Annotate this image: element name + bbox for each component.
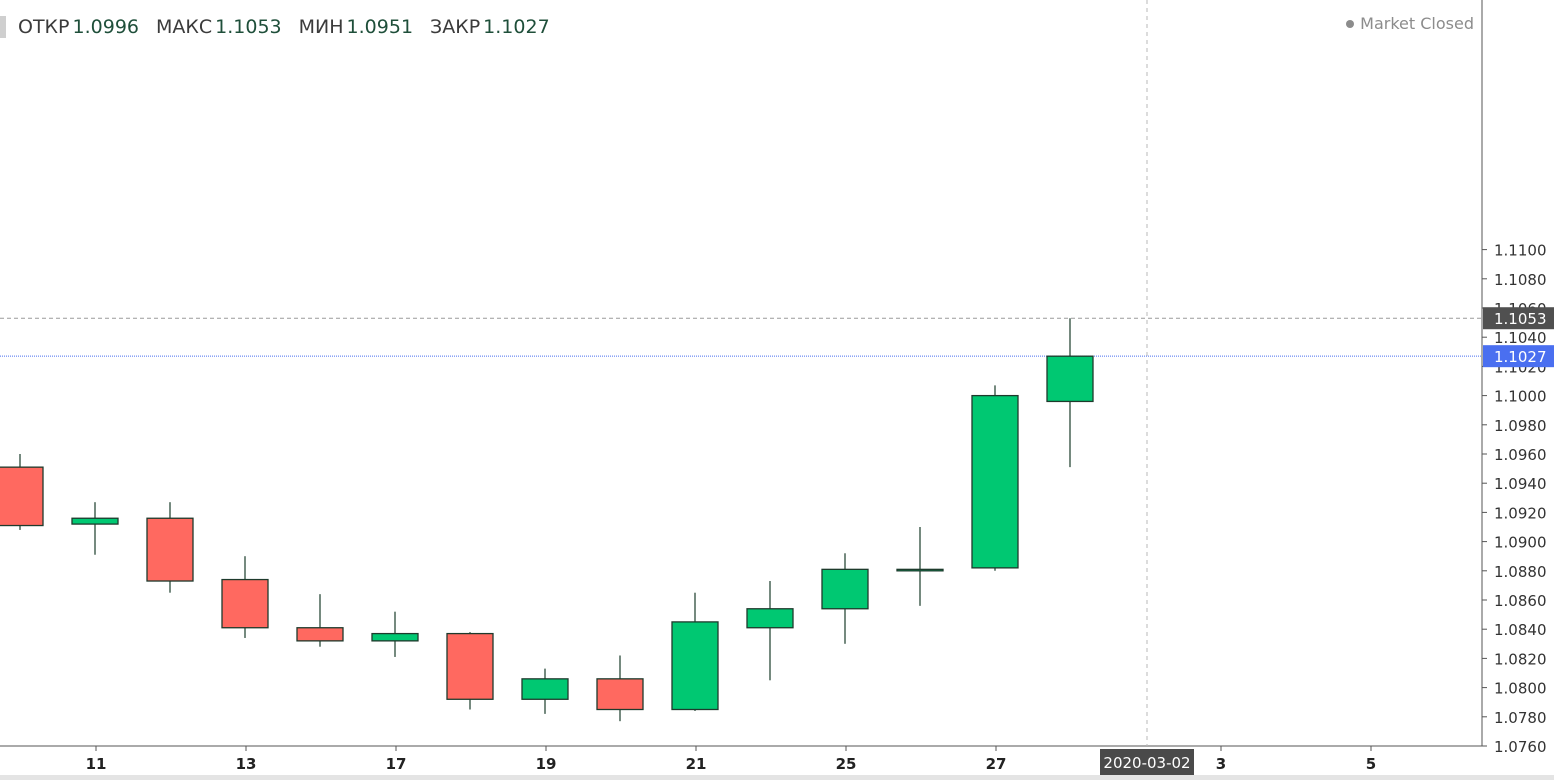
market-status: Market Closed [1346, 14, 1474, 33]
y-tick-label: 1.0760 [1494, 738, 1547, 756]
y-tick-label: 1.0780 [1494, 709, 1547, 727]
y-tick-label: 1.1040 [1494, 329, 1547, 347]
y-tick-label: 1.0960 [1494, 446, 1547, 464]
candle[interactable] [71, 502, 119, 555]
legend-close-label: ЗАКР [430, 16, 481, 38]
y-tick-label: 1.0800 [1494, 680, 1547, 698]
candle[interactable] [671, 592, 719, 711]
y-tick-label: 1.1100 [1494, 242, 1547, 260]
candle-body [896, 568, 944, 572]
candle[interactable] [1046, 318, 1094, 468]
candle-body [71, 517, 119, 525]
x-tick-label: 27 [986, 755, 1007, 773]
y-tick-label: 1.0940 [1494, 475, 1547, 493]
candle-body [521, 678, 569, 700]
candle-body [971, 394, 1019, 569]
bottom-scrollbar-strip[interactable] [0, 775, 1554, 780]
y-tick-label: 1.0840 [1494, 621, 1547, 639]
y-tick-label: 1.1000 [1494, 388, 1547, 406]
candle-body [671, 621, 719, 711]
ohlc-legend: ОТКР 1.0996 МАКС 1.1053 МИН 1.0951 ЗАКР … [0, 12, 567, 42]
legend-high-value: 1.1053 [215, 16, 282, 38]
high-price-marker [1483, 307, 1554, 330]
candle-body [221, 578, 269, 629]
candle[interactable] [971, 385, 1019, 571]
candle[interactable] [746, 581, 794, 681]
x-tick-label: 3 [1216, 755, 1226, 773]
candle-body [821, 568, 869, 610]
high-price-marker-label: 1.1053 [1494, 310, 1547, 328]
candle[interactable] [521, 668, 569, 714]
y-tick-label: 1.0980 [1494, 417, 1547, 435]
status-dot-icon [1346, 19, 1355, 28]
candle[interactable] [446, 632, 494, 710]
candle[interactable] [221, 556, 269, 638]
candle[interactable] [896, 527, 944, 606]
legend-close-value: 1.1027 [483, 16, 550, 38]
candle-body [296, 627, 344, 642]
legend-high-label: МАКС [156, 16, 213, 38]
y-tick-label: 1.0820 [1494, 650, 1547, 668]
candle-body [146, 517, 194, 582]
legend-open-value: 1.0996 [72, 16, 139, 38]
x-tick-label: 17 [386, 755, 407, 773]
candle[interactable] [821, 553, 869, 644]
current-price-marker-label: 1.1027 [1494, 348, 1547, 366]
candle[interactable] [146, 502, 194, 593]
candle-body [596, 678, 644, 711]
crosshair-date-label: 2020-03-02 [1103, 754, 1190, 772]
candle[interactable] [296, 594, 344, 647]
candle-body [1046, 355, 1094, 403]
x-tick-label: 13 [236, 755, 257, 773]
x-tick-label: 19 [536, 755, 557, 773]
y-tick-label: 1.1080 [1494, 271, 1547, 289]
x-tick-label: 21 [686, 755, 707, 773]
candle-body [371, 632, 419, 642]
x-tick-label: 25 [836, 755, 857, 773]
candle[interactable] [371, 611, 419, 657]
candle-body [446, 632, 494, 700]
legend-marker [0, 16, 6, 38]
current-price-marker [1483, 345, 1554, 368]
y-tick-label: 1.0920 [1494, 504, 1547, 522]
y-tick-label: 1.0900 [1494, 534, 1547, 552]
candle-body [746, 608, 794, 629]
x-tick-label: 5 [1366, 755, 1376, 773]
crosshair-date-marker [1100, 749, 1194, 775]
candle[interactable] [0, 454, 44, 530]
legend-open-label: ОТКР [18, 16, 70, 38]
legend-low-value: 1.0951 [346, 16, 414, 38]
candle-body [0, 466, 44, 527]
y-tick-label: 1.0860 [1494, 592, 1547, 610]
legend-low-label: МИН [298, 16, 344, 38]
x-tick-label: 11 [86, 755, 107, 773]
candle[interactable] [596, 655, 644, 722]
market-status-text: Market Closed [1360, 14, 1474, 33]
y-tick-label: 1.0880 [1494, 563, 1547, 581]
